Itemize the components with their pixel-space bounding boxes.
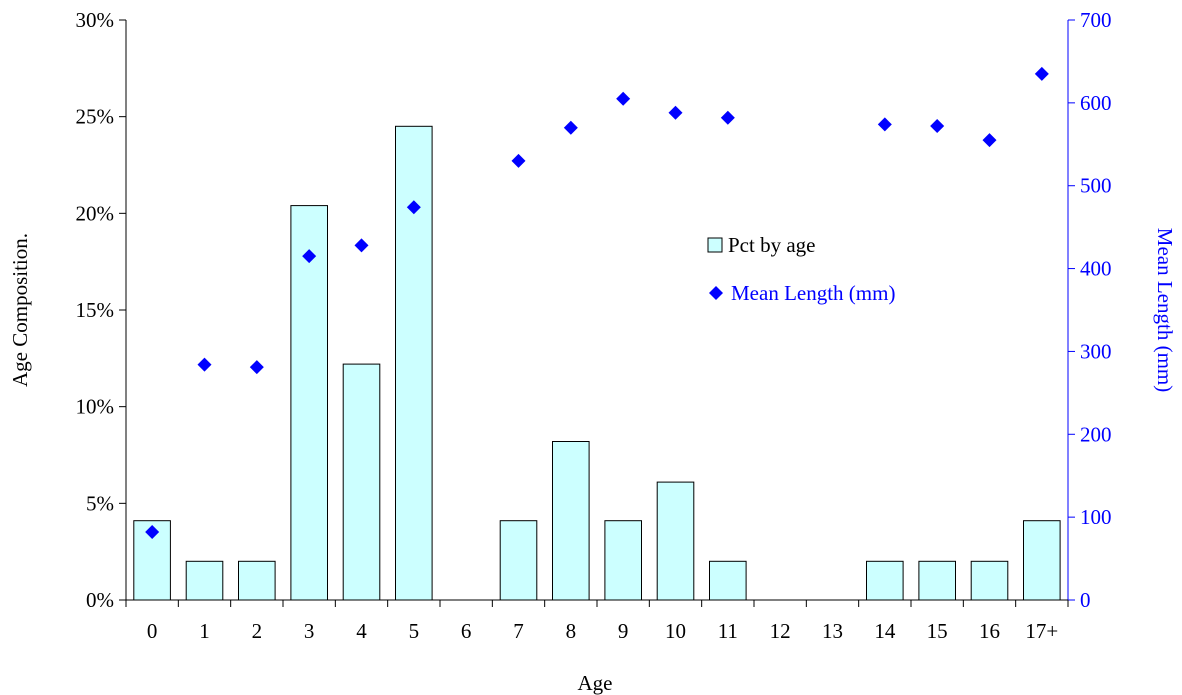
legend-marker-label: Mean Length (mm) (731, 281, 895, 305)
marker-age-1 (197, 357, 212, 372)
legend-bar-label: Pct by age (728, 233, 815, 257)
marker-age-0 (145, 525, 160, 540)
axes-layer: 0%5%10%15%20%25%30%010020030040050060070… (76, 8, 1112, 643)
y2-tick-label: 0 (1080, 588, 1091, 612)
bar-age-15 (918, 560, 957, 601)
x-tick-label-15: 15 (927, 619, 948, 643)
bar-age-17+ (1023, 520, 1061, 601)
y-tick-label: 5% (86, 491, 114, 515)
x-tick-label-16: 16 (979, 619, 1000, 643)
bar-age-3 (290, 205, 328, 601)
marker-age-16 (982, 133, 997, 148)
marker-age-15 (930, 119, 945, 134)
bar-age-2 (238, 560, 276, 601)
y2-axis-title: Mean Length (mm) (1153, 228, 1177, 392)
x-tick-label-0: 0 (147, 619, 158, 643)
y-tick-label: 20% (76, 201, 115, 225)
x-axis-title: Age (578, 671, 613, 695)
x-tick-label-3: 3 (304, 619, 315, 643)
marker-age-7 (511, 153, 526, 168)
marker-age-4 (354, 238, 369, 253)
y-axis-title: Age Composition. (8, 233, 32, 387)
x-tick-label-5: 5 (409, 619, 420, 643)
x-tick-label-1: 1 (199, 619, 210, 643)
x-tick-label-8: 8 (566, 619, 577, 643)
marker-age-5 (406, 200, 421, 215)
y2-tick-label: 500 (1080, 174, 1112, 198)
bar-age-10 (656, 481, 695, 601)
bar-age-8 (552, 441, 590, 601)
x-tick-label-12: 12 (770, 619, 791, 643)
x-tick-label-10: 10 (665, 619, 686, 643)
bar-age-7 (499, 520, 538, 601)
y-tick-label: 15% (76, 298, 115, 322)
marker-age-17+ (1034, 66, 1049, 81)
y2-tick-label: 200 (1080, 422, 1112, 446)
y2-tick-label: 700 (1080, 8, 1112, 32)
bar-age-11 (709, 560, 747, 601)
y2-tick-label: 100 (1080, 505, 1112, 529)
x-tick-label-17+: 17+ (1025, 619, 1058, 643)
marker-age-8 (563, 120, 578, 135)
legend-marker-icon (709, 286, 723, 300)
marker-age-11 (720, 110, 735, 125)
legend-bar-swatch (707, 237, 723, 253)
bar-age-14 (866, 560, 904, 601)
bar-age-5 (395, 125, 433, 601)
marker-age-14 (877, 117, 892, 132)
y2-tick-label: 300 (1080, 339, 1112, 363)
bar-age-1 (185, 560, 224, 601)
x-tick-label-9: 9 (618, 619, 629, 643)
y-tick-label: 10% (76, 395, 115, 419)
y-tick-label: 25% (76, 105, 115, 129)
x-tick-label-14: 14 (874, 619, 896, 643)
markers-layer (145, 66, 1049, 540)
x-tick-label-2: 2 (252, 619, 263, 643)
x-tick-label-7: 7 (513, 619, 524, 643)
y2-tick-label: 600 (1080, 91, 1112, 115)
y2-tick-label: 400 (1080, 257, 1112, 281)
x-tick-label-6: 6 (461, 619, 472, 643)
bar-age-4 (342, 363, 381, 601)
marker-age-3 (302, 249, 317, 264)
y-tick-label: 30% (76, 8, 115, 32)
x-tick-label-4: 4 (356, 619, 367, 643)
x-tick-label-11: 11 (718, 619, 738, 643)
marker-age-9 (616, 91, 631, 106)
y-tick-label: 0% (86, 588, 114, 612)
bar-age-9 (604, 520, 643, 601)
marker-age-2 (249, 360, 264, 375)
bars-layer (133, 125, 1061, 601)
marker-age-10 (668, 105, 683, 120)
bar-age-16 (970, 560, 1009, 601)
legend: Pct by age Mean Length (mm) (707, 233, 895, 305)
x-tick-label-13: 13 (822, 619, 843, 643)
